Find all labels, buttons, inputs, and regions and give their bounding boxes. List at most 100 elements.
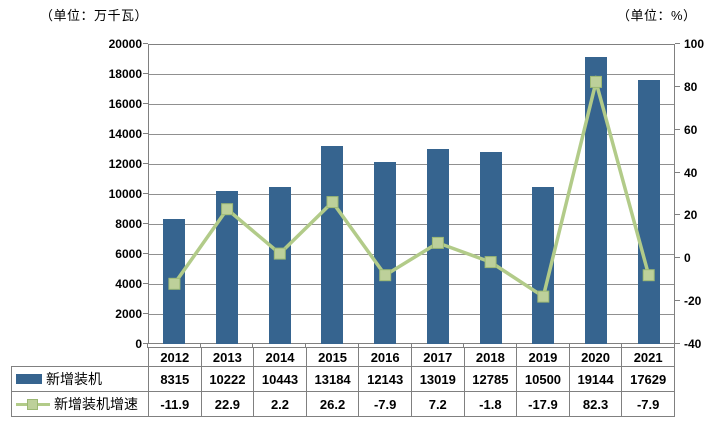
line-legend-swatch bbox=[16, 398, 50, 411]
left-axis-tick-label: 16000 bbox=[108, 97, 142, 111]
growth-value-cell: -11.9 bbox=[148, 391, 202, 417]
line-marker-2017 bbox=[431, 236, 444, 249]
year-cell: 2016 bbox=[358, 347, 412, 367]
line-legend-marker bbox=[27, 398, 38, 410]
horizontal-gridline bbox=[149, 74, 674, 75]
left-axis-tick-mark bbox=[143, 283, 148, 284]
left-axis-tick-mark bbox=[143, 103, 148, 104]
horizontal-gridline bbox=[149, 224, 674, 225]
right-axis-tick-label: -20 bbox=[684, 294, 702, 309]
bar-2015 bbox=[321, 146, 344, 344]
left-axis-tick-label: 14000 bbox=[108, 127, 142, 141]
growth-value-cell: 7.2 bbox=[410, 391, 465, 417]
line-marker-2015 bbox=[326, 196, 339, 209]
x-axis-tick-mark bbox=[411, 344, 412, 348]
capacity-value-cell: 10222 bbox=[200, 366, 255, 392]
right-axis-tick-mark bbox=[675, 300, 680, 301]
growth-value-cell: -7.9 bbox=[621, 391, 675, 417]
right-axis-tick-label: 100 bbox=[684, 37, 705, 51]
growth-value-cell: 22.9 bbox=[200, 391, 255, 417]
bar-2018 bbox=[479, 152, 502, 344]
line-marker-2019 bbox=[537, 290, 550, 303]
plot-area bbox=[148, 44, 675, 344]
line-marker-2018 bbox=[484, 256, 497, 269]
horizontal-gridline bbox=[149, 194, 674, 195]
year-cell: 2021 bbox=[621, 347, 675, 367]
bar-2019 bbox=[532, 186, 555, 344]
year-cell: 2015 bbox=[305, 347, 360, 367]
bar-2013 bbox=[216, 190, 239, 344]
horizontal-gridline bbox=[149, 284, 674, 285]
legend-entry: 新增装机增速 bbox=[13, 394, 148, 414]
legend-entry: 新增装机 bbox=[13, 369, 148, 389]
capacity-value-cell: 10500 bbox=[516, 366, 570, 392]
capacity-value-cell: 17629 bbox=[621, 366, 675, 392]
line-marker-2014 bbox=[273, 247, 286, 260]
capacity-value-cell: 13019 bbox=[410, 366, 465, 392]
left-axis-tick-label: 6000 bbox=[115, 247, 142, 261]
line-marker-2012 bbox=[168, 277, 181, 290]
horizontal-gridline bbox=[149, 314, 674, 315]
year-cell: 2014 bbox=[253, 347, 307, 367]
x-axis-tick-mark bbox=[569, 344, 570, 348]
capacity-value-cell: 10443 bbox=[253, 366, 307, 392]
capacity-value-cell: 12143 bbox=[358, 366, 412, 392]
capacity-value-cell: 13184 bbox=[305, 366, 360, 392]
growth-value-cell: -1.8 bbox=[463, 391, 518, 417]
horizontal-gridline bbox=[149, 254, 674, 255]
line-marker-2013 bbox=[221, 203, 234, 216]
right-axis-tick-mark bbox=[675, 129, 680, 130]
bar-2014 bbox=[268, 187, 291, 344]
year-cell: 2017 bbox=[410, 347, 465, 367]
bar-2016 bbox=[374, 161, 397, 344]
year-cell: 2019 bbox=[516, 347, 570, 367]
x-axis-tick-mark bbox=[252, 344, 253, 348]
line-marker-2021 bbox=[642, 269, 655, 282]
capacity-value-cell: 19144 bbox=[568, 366, 623, 392]
left-axis-tick-mark bbox=[143, 43, 148, 44]
year-cell: 2012 bbox=[148, 347, 202, 367]
left-axis-tick-mark bbox=[143, 343, 148, 344]
left-axis-tick-mark bbox=[143, 223, 148, 224]
left-axis-tick-mark bbox=[143, 163, 148, 164]
right-axis-tick-label: 40 bbox=[684, 165, 698, 180]
left-axis-tick-label: 8000 bbox=[115, 217, 142, 231]
horizontal-gridline bbox=[149, 104, 674, 105]
right-axis-tick-label: 20 bbox=[684, 208, 698, 223]
left-axis-tick-label: 12000 bbox=[108, 157, 142, 171]
right-axis-tick-label: 0 bbox=[684, 251, 691, 266]
line-marker-2020 bbox=[590, 75, 602, 88]
x-axis-tick-mark bbox=[147, 344, 148, 348]
horizontal-gridline bbox=[149, 134, 674, 135]
line-marker-2016 bbox=[379, 269, 392, 282]
year-cell: 2020 bbox=[568, 347, 623, 367]
horizontal-gridline bbox=[149, 164, 674, 165]
left-axis-tick-label: 10000 bbox=[108, 187, 142, 201]
growth-line bbox=[172, 74, 651, 300]
table-series-row: 新增装机 8315 10222 10443 13184 12143 13019 12785 10… bbox=[11, 366, 675, 392]
bar-legend-swatch bbox=[16, 374, 42, 384]
right-axis-tick-mark bbox=[675, 257, 680, 258]
left-axis-tick-mark bbox=[143, 193, 148, 194]
right-axis-tick-label: 80 bbox=[684, 79, 698, 94]
left-axis-tick-mark bbox=[143, 313, 148, 314]
right-axis-tick-mark bbox=[675, 86, 680, 87]
growth-value-cell: 2.2 bbox=[253, 391, 307, 417]
right-axis-tick-label: 60 bbox=[684, 122, 698, 137]
x-axis-tick-mark bbox=[358, 344, 359, 348]
right-axis-tick-label: -40 bbox=[684, 337, 702, 351]
left-axis-tick-mark bbox=[143, 133, 148, 134]
x-axis-tick-mark bbox=[305, 344, 306, 348]
x-axis-tick-mark bbox=[621, 344, 622, 348]
left-axis-tick-label: 4000 bbox=[115, 277, 142, 291]
left-axis-tick-label: 20000 bbox=[108, 37, 142, 51]
table-series-row: 新增装机增速 -11.9 22.9 2.2 26.2 -7.9 7.2 -1.8 -17.9 82… bbox=[11, 391, 675, 417]
year-cell: 2013 bbox=[200, 347, 255, 367]
left-axis-tick-mark bbox=[143, 73, 148, 74]
x-axis-tick-mark bbox=[516, 344, 517, 348]
legend-label: 新增装机增速 bbox=[54, 396, 138, 412]
x-axis-tick-mark bbox=[674, 344, 675, 348]
right-axis-tick-mark bbox=[675, 172, 680, 173]
legend-label: 新增装机 bbox=[46, 371, 102, 387]
